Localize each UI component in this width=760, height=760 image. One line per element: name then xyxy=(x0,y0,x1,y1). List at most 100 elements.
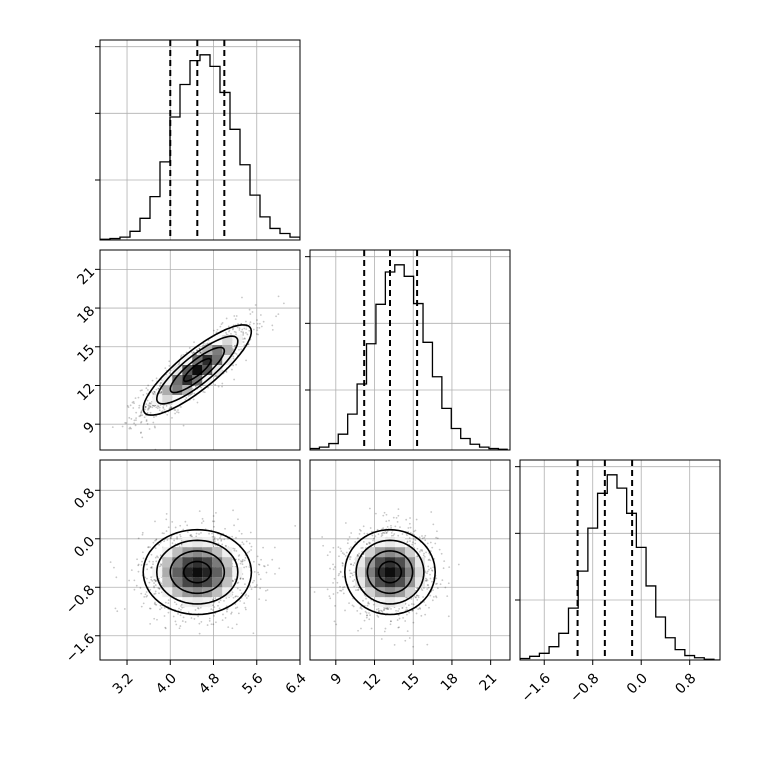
scatter-point xyxy=(350,572,353,575)
scatter-point xyxy=(357,555,360,557)
scatter-point xyxy=(212,515,215,517)
scatter-point xyxy=(431,580,433,583)
scatter-point xyxy=(169,536,172,539)
scatter-point xyxy=(232,547,235,550)
scatter-point xyxy=(339,585,341,588)
scatter-point xyxy=(372,537,375,540)
scatter-point xyxy=(234,603,237,605)
scatter-point xyxy=(171,542,174,545)
axes-frame xyxy=(519,459,721,661)
scatter-point xyxy=(241,541,244,544)
x-tick-label-3-2: 0.0 xyxy=(624,670,651,697)
scatter-point xyxy=(409,540,411,542)
scatter-point xyxy=(334,604,337,607)
scatter-point xyxy=(278,567,281,570)
scatter-point xyxy=(436,582,438,585)
scatter-point xyxy=(258,573,260,576)
scatter-point xyxy=(198,347,201,350)
scatter-point xyxy=(438,548,441,551)
scatter-point xyxy=(191,535,193,538)
scatter-point xyxy=(424,534,427,537)
scatter-point xyxy=(226,610,228,613)
scatter-point xyxy=(356,554,359,556)
scatter-point xyxy=(349,572,352,575)
scatter-point xyxy=(180,543,183,546)
scatter-point xyxy=(361,546,364,549)
scatter-point xyxy=(366,614,368,617)
scatter-point xyxy=(154,579,157,581)
scatter-point xyxy=(245,597,248,599)
scatter-point xyxy=(128,579,131,582)
scatter-point xyxy=(253,579,255,582)
scatter-point xyxy=(412,645,415,648)
joint-plot-area xyxy=(100,250,300,450)
scatter-point xyxy=(342,588,344,591)
scatter-point xyxy=(217,538,219,541)
density-cell xyxy=(375,587,385,598)
scatter-point xyxy=(159,608,161,611)
scatter-point xyxy=(155,415,157,417)
scatter-point xyxy=(194,385,197,388)
scatter-point xyxy=(162,406,165,408)
scatter-point xyxy=(236,606,239,609)
scatter-point xyxy=(174,409,177,411)
x-tick-label-2-3: 18 xyxy=(438,670,462,694)
contour-line xyxy=(377,560,403,584)
scatter-point xyxy=(193,351,195,354)
scatter-point xyxy=(240,592,243,595)
scatter-point xyxy=(244,583,246,586)
scatter-point xyxy=(140,410,143,413)
scatter-point xyxy=(173,539,176,542)
scatter-point xyxy=(249,321,252,324)
scatter-point xyxy=(232,509,234,512)
scatter-point xyxy=(430,511,433,513)
scatter-point xyxy=(341,562,344,565)
scatter-point xyxy=(356,554,359,556)
scatter-point xyxy=(144,406,147,408)
density-cell xyxy=(355,567,365,578)
scatter-point xyxy=(150,400,153,403)
scatter-point xyxy=(350,532,353,534)
scatter-point xyxy=(385,607,388,609)
scatter-point xyxy=(415,596,417,599)
scatter-point xyxy=(345,551,348,554)
scatter-point xyxy=(321,536,324,538)
scatter-point xyxy=(382,609,385,612)
scatter-point xyxy=(414,529,417,532)
scatter-point xyxy=(238,530,241,532)
scatter-point xyxy=(355,589,357,592)
scatter-point xyxy=(212,535,215,538)
scatter-point xyxy=(154,580,157,583)
scatter-point xyxy=(386,525,389,528)
scatter-point xyxy=(173,408,176,411)
scatter-point xyxy=(416,555,419,558)
scatter-point xyxy=(193,618,196,620)
scatter-point xyxy=(236,595,239,598)
scatter-point xyxy=(164,601,167,604)
scatter-point xyxy=(199,351,202,354)
scatter-point xyxy=(408,637,411,639)
scatter-point xyxy=(426,570,429,573)
scatter-point xyxy=(357,629,359,632)
scatter-point xyxy=(397,614,400,617)
scatter-point xyxy=(344,609,346,612)
scatter-point xyxy=(447,582,450,585)
scatter-point xyxy=(147,406,150,408)
scatter-point xyxy=(348,555,351,558)
scatter-point xyxy=(360,547,363,549)
histogram-steps xyxy=(100,54,300,240)
scatter-point xyxy=(149,402,151,404)
scatter-point xyxy=(165,512,168,515)
scatter-point xyxy=(163,615,166,617)
scatter-point xyxy=(339,571,342,574)
scatter-point xyxy=(385,520,388,523)
scatter-point xyxy=(388,519,390,522)
density-cell xyxy=(375,567,385,578)
scatter-point xyxy=(241,560,244,563)
scatter-point xyxy=(247,343,250,346)
scatter-point xyxy=(181,606,184,609)
scatter-point xyxy=(397,626,400,629)
scatter-point xyxy=(329,551,331,553)
scatter-point xyxy=(128,427,131,430)
scatter-point xyxy=(394,525,397,528)
